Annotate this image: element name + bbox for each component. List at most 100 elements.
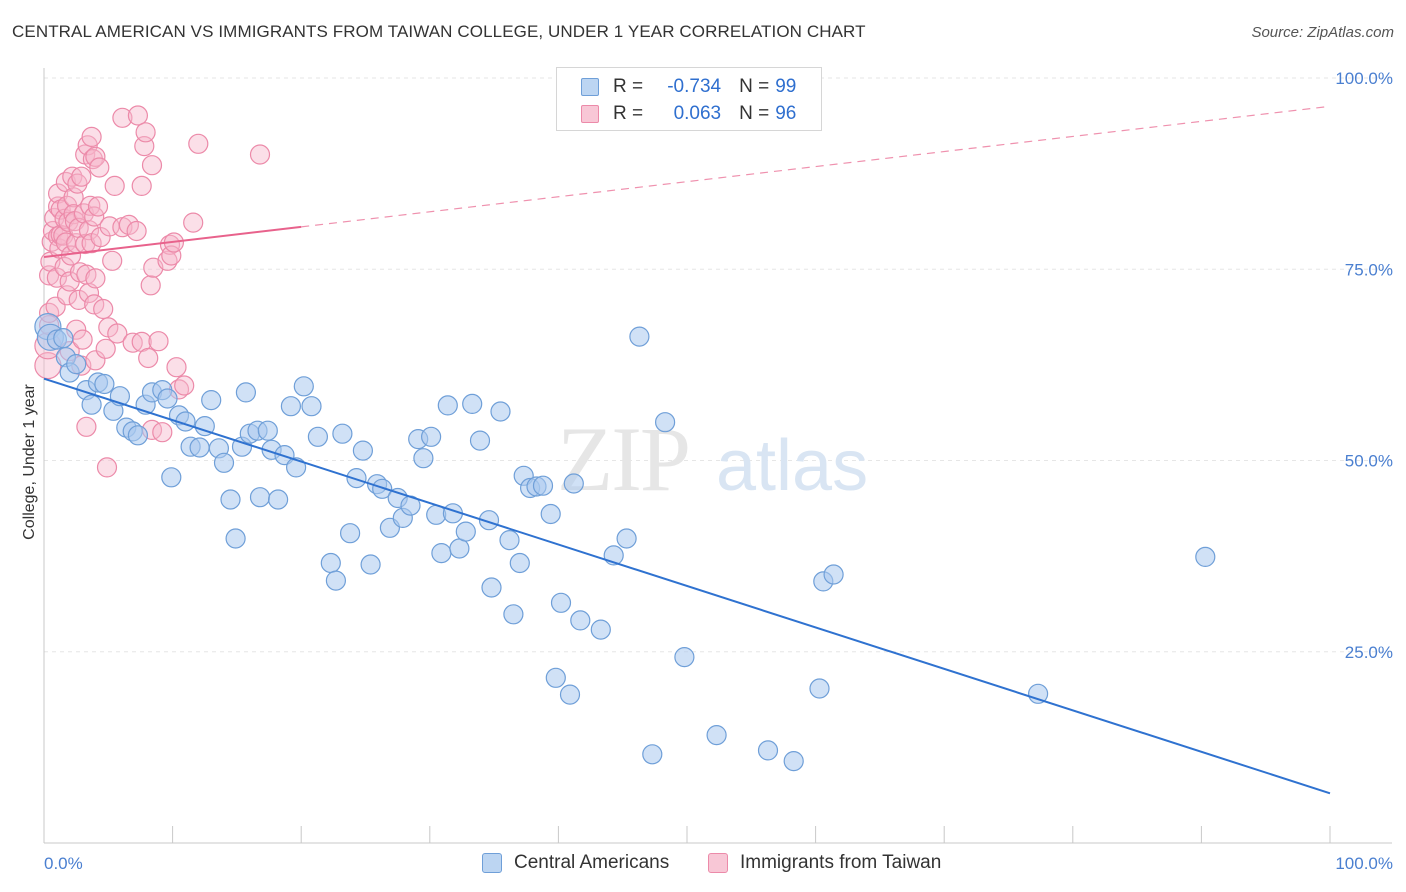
point-immigrants-from-taiwan xyxy=(96,457,118,478)
point-immigrants-from-taiwan xyxy=(67,173,88,194)
point-central-americans xyxy=(545,667,566,688)
point-central-americans xyxy=(66,354,87,375)
point-central-americans xyxy=(352,440,373,461)
point-central-americans xyxy=(249,487,271,508)
point-central-americans xyxy=(421,426,442,447)
point-central-americans xyxy=(563,473,584,494)
point-central-americans xyxy=(431,542,452,564)
point-immigrants-from-taiwan xyxy=(152,422,173,443)
point-immigrants-from-taiwan xyxy=(68,289,89,310)
point-central-americans xyxy=(201,390,222,411)
point-immigrants-from-taiwan xyxy=(76,416,97,437)
point-immigrants-from-taiwan xyxy=(81,126,102,147)
point-central-americans xyxy=(481,577,502,598)
point-immigrants-from-taiwan xyxy=(126,220,147,242)
point-central-americans xyxy=(81,394,102,415)
point-central-americans xyxy=(449,538,470,559)
legend-item-immigrants-from-taiwan: Immigrants from Taiwan xyxy=(708,852,941,874)
point-central-americans xyxy=(320,552,341,574)
point-immigrants-from-taiwan xyxy=(166,357,187,378)
point-immigrants-from-taiwan xyxy=(107,323,128,344)
point-immigrants-from-taiwan xyxy=(161,245,182,266)
point-central-americans xyxy=(94,373,115,395)
point-central-americans xyxy=(532,475,554,496)
legend-n-value-pink: 96 xyxy=(775,103,797,124)
point-central-americans xyxy=(503,604,524,625)
x-tick-label-max: 100.0% xyxy=(1335,854,1393,873)
point-central-americans xyxy=(235,382,256,403)
point-immigrants-from-taiwan xyxy=(174,375,195,396)
stats-legend: R = -0.734 N = 99 R = 0.063 N = 96 xyxy=(556,67,822,131)
point-immigrants-from-taiwan xyxy=(249,144,271,165)
point-central-americans xyxy=(293,376,314,397)
point-immigrants-from-taiwan xyxy=(46,267,68,288)
point-central-americans xyxy=(469,430,491,451)
point-central-americans xyxy=(654,412,676,433)
chart-source: Source: ZipAtlas.com xyxy=(1251,24,1394,41)
point-central-americans xyxy=(268,489,289,510)
point-immigrants-from-taiwan xyxy=(127,105,148,126)
point-central-americans xyxy=(550,592,572,613)
point-central-americans xyxy=(280,396,301,417)
x-tick-label-min: 0.0% xyxy=(44,854,83,873)
point-immigrants-from-taiwan xyxy=(85,350,106,371)
point-central-americans xyxy=(189,437,210,458)
point-central-americans xyxy=(570,610,591,631)
point-central-americans xyxy=(274,445,295,466)
point-central-americans xyxy=(1195,546,1216,568)
point-central-americans xyxy=(499,529,520,551)
legend-row-central-americans: R = -0.734 N = 99 xyxy=(581,74,796,100)
point-immigrants-from-taiwan xyxy=(85,146,106,167)
point-central-americans xyxy=(301,396,322,417)
point-central-americans xyxy=(220,489,241,510)
point-central-americans xyxy=(616,528,637,549)
point-central-americans xyxy=(157,388,178,409)
legend-r-label: R = xyxy=(613,76,644,97)
legend-r-label: R = xyxy=(613,103,644,124)
point-central-americans xyxy=(53,328,74,349)
point-central-americans xyxy=(783,750,804,772)
y-axis-label: College, Under 1 year xyxy=(21,384,38,540)
point-central-americans xyxy=(257,420,278,441)
watermark: ZIP atlas xyxy=(557,408,868,510)
legend-label-central-americans: Central Americans xyxy=(514,852,670,873)
point-immigrants-from-taiwan xyxy=(148,331,169,352)
point-immigrants-from-taiwan xyxy=(71,166,92,187)
trend-line-immigrants-from-taiwan-dashed xyxy=(301,105,1331,228)
point-immigrants-from-taiwan xyxy=(104,175,125,196)
point-central-americans xyxy=(706,724,727,746)
y-tick-label-100: 100.0% xyxy=(1335,69,1393,88)
series-legend: Central Americans Immigrants from Taiwan xyxy=(0,852,1406,878)
legend-n-label: N = xyxy=(739,103,770,124)
point-immigrants-from-taiwan xyxy=(95,338,116,359)
y-tick-label-50: 50.0% xyxy=(1345,452,1393,471)
trend-line-immigrants-from-taiwan-solid xyxy=(43,225,302,259)
point-immigrants-from-taiwan xyxy=(87,196,109,217)
trend-lines xyxy=(43,105,1331,795)
point-central-americans xyxy=(346,468,367,489)
legend-row-immigrants-from-taiwan: R = 0.063 N = 96 xyxy=(581,101,796,127)
point-central-americans xyxy=(590,619,611,640)
point-immigrants-from-taiwan xyxy=(93,298,114,320)
point-immigrants-from-taiwan xyxy=(112,107,133,128)
point-central-americans xyxy=(509,552,530,574)
point-central-americans xyxy=(225,528,246,549)
point-central-americans xyxy=(127,425,148,446)
point-central-americans xyxy=(340,523,361,544)
trend-line-central-americans xyxy=(43,377,1331,795)
point-immigrants-from-taiwan xyxy=(80,195,101,216)
point-immigrants-from-taiwan xyxy=(85,268,106,289)
point-central-americans xyxy=(372,478,393,499)
point-central-americans xyxy=(286,457,307,478)
point-immigrants-from-taiwan xyxy=(188,133,209,154)
legend-swatch-blue xyxy=(581,78,599,96)
point-central-americans xyxy=(809,678,830,699)
point-central-americans xyxy=(757,740,779,761)
legend-r-value-pink: 0.063 xyxy=(673,103,722,124)
point-central-americans xyxy=(194,416,215,437)
point-central-americans xyxy=(437,395,458,416)
point-immigrants-from-taiwan xyxy=(89,157,110,178)
gridlines xyxy=(44,77,1392,653)
legend-swatch-pink xyxy=(708,853,728,873)
